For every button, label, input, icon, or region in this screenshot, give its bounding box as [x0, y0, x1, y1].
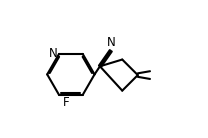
Text: F: F	[62, 96, 69, 109]
Text: N: N	[107, 36, 116, 49]
Text: N: N	[49, 47, 57, 60]
